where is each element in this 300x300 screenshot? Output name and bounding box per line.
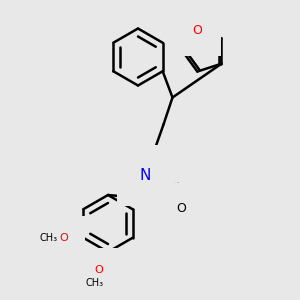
Text: O: O: [59, 233, 68, 243]
Text: O: O: [192, 24, 202, 37]
Text: CH₃: CH₃: [85, 278, 103, 289]
Text: CH₃: CH₃: [40, 233, 58, 243]
Text: O: O: [94, 265, 103, 275]
Text: N: N: [140, 168, 151, 183]
Text: O: O: [177, 202, 186, 215]
